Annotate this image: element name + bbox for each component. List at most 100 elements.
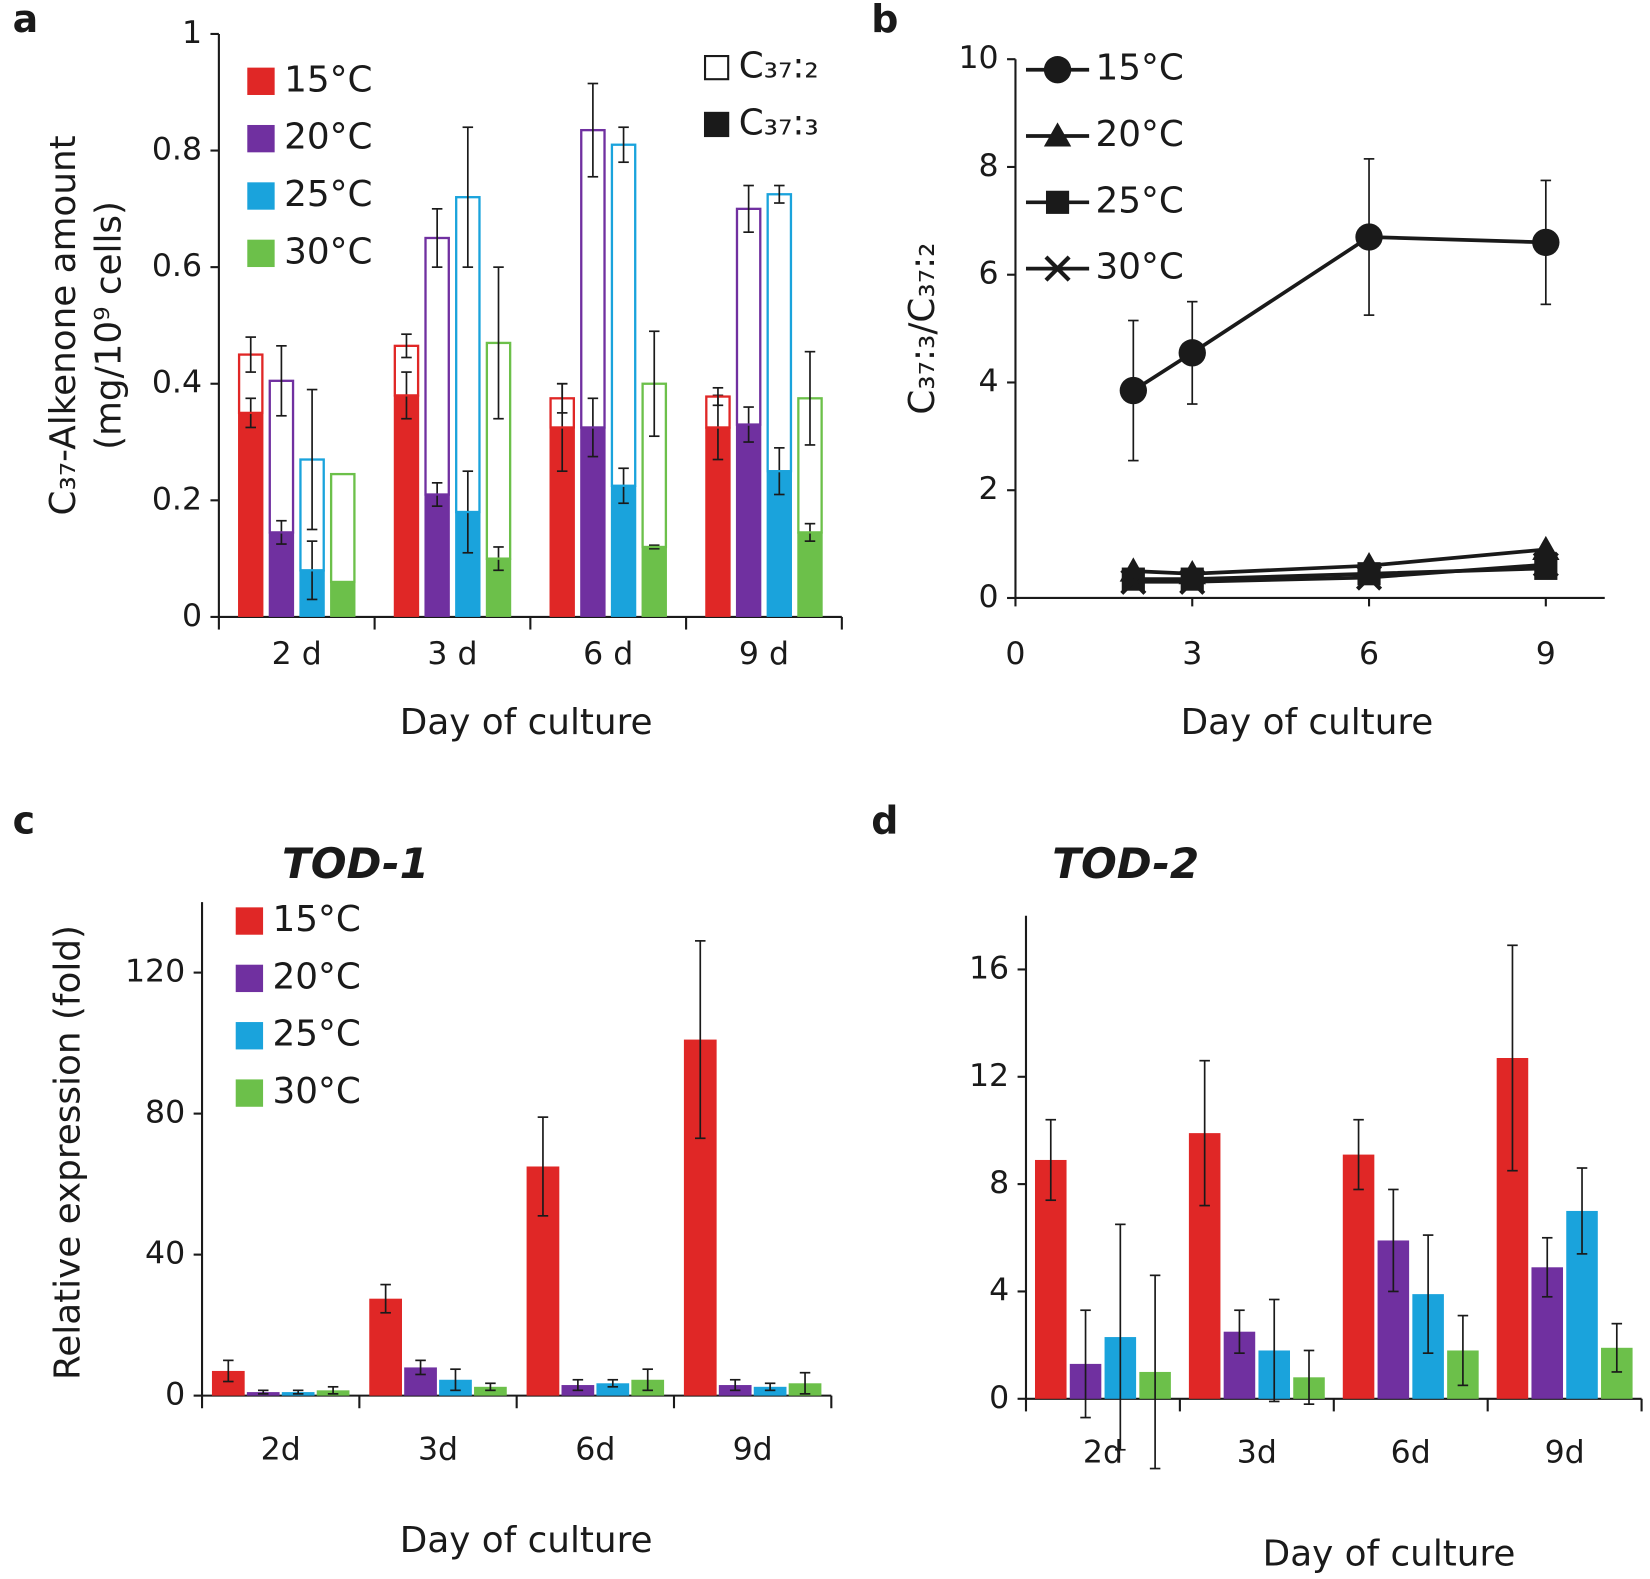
stack-legend-swatch	[703, 111, 730, 138]
legend-label: 25°C	[284, 174, 372, 215]
marker	[1178, 339, 1206, 367]
x-tick-label: 9	[1536, 636, 1556, 672]
marker	[1355, 223, 1383, 251]
x-tick-label: 3d	[1237, 1434, 1277, 1470]
bar-segment-filled	[735, 424, 762, 617]
legend-swatch	[235, 907, 264, 935]
y-axis-label: C₃₇-Alkenone amount	[43, 135, 84, 515]
y-tick-label: 0.8	[152, 132, 202, 168]
marker	[1357, 562, 1381, 586]
error-bar	[1303, 1349, 1315, 1405]
error-bar	[743, 184, 754, 234]
bar-segment-open	[610, 143, 637, 487]
error-bar	[462, 126, 474, 268]
x-axis-label: Day of culture	[400, 1520, 653, 1561]
bar	[753, 1386, 787, 1396]
error-bar	[1422, 1234, 1434, 1355]
y-tick-label: 6	[979, 256, 999, 292]
legend-label: 15°C	[273, 899, 361, 940]
bar-segment-open	[424, 236, 450, 496]
error-bar	[618, 126, 629, 164]
bar-segment-filled	[268, 532, 295, 617]
error-bar	[1268, 1298, 1280, 1403]
legend-label: 15°C	[284, 59, 372, 100]
error-bar	[1576, 1167, 1588, 1255]
error-bar	[1388, 1188, 1399, 1293]
x-tick-label: 2d	[1083, 1434, 1123, 1470]
x-axis-label: Day of culture	[1181, 702, 1434, 743]
bar-segment-filled	[610, 485, 637, 617]
marker	[1532, 551, 1559, 578]
marker	[1532, 228, 1560, 257]
legend-marker	[1043, 56, 1072, 84]
line	[1133, 562, 1546, 584]
bar-segment-filled	[424, 494, 450, 617]
x-tick-label: 2 d	[272, 636, 322, 672]
error-bar	[774, 184, 785, 204]
bar	[1342, 1154, 1375, 1399]
x-axis-label: Day of culture	[400, 702, 653, 743]
error-bar	[485, 1382, 496, 1392]
error-bar	[380, 1283, 391, 1314]
error-bar	[223, 1359, 234, 1383]
legend-label: 20°C	[273, 956, 361, 997]
bar-segment-filled	[393, 395, 420, 617]
y-tick-label: 120	[125, 954, 185, 990]
error-bar	[1149, 1274, 1161, 1470]
error-bar	[292, 1389, 304, 1395]
error-bar	[799, 1371, 811, 1395]
bar-segment-open	[735, 207, 762, 426]
y-tick-label: 80	[145, 1095, 185, 1131]
legend-swatch	[247, 239, 275, 268]
marker	[1119, 376, 1148, 405]
marker	[1532, 535, 1560, 561]
marker	[1179, 568, 1206, 595]
y-tick-label: 0	[165, 1377, 185, 1413]
y-tick-label: 1	[182, 15, 202, 51]
legend-swatch	[235, 964, 264, 993]
bar	[369, 1298, 402, 1396]
legend-marker	[1043, 122, 1072, 147]
legend-marker	[1045, 190, 1070, 214]
error-bar	[1080, 1309, 1091, 1419]
y-tick-label: 0	[979, 579, 999, 615]
legend-swatch	[247, 124, 275, 153]
y-tick-label: 4	[989, 1272, 1009, 1308]
line	[1133, 547, 1546, 576]
x-tick-label: 9d	[733, 1431, 773, 1467]
legend-swatch	[247, 67, 275, 95]
error-bar	[642, 1368, 653, 1392]
legend-label: 30°C	[273, 1071, 361, 1112]
x-tick-label: 2d	[261, 1431, 301, 1467]
x-tick-label: 0	[1005, 636, 1025, 672]
stack-legend-label: C₃₇:₂	[739, 46, 819, 87]
bar	[596, 1383, 630, 1396]
error-bar	[804, 350, 816, 446]
legend-label: 15°C	[1095, 48, 1183, 89]
y-tick-label: 10	[958, 40, 998, 76]
error-bar	[537, 1116, 549, 1217]
error-bar	[431, 208, 443, 268]
panel-label: c	[13, 799, 35, 843]
error-bar	[729, 1378, 741, 1392]
error-bar	[1353, 1118, 1364, 1191]
legend-label: 20°C	[1095, 114, 1183, 155]
error-bar	[1507, 944, 1518, 1172]
y-tick-label: 4	[979, 363, 999, 399]
bar-segment-filled	[641, 546, 667, 617]
x-tick-label: 3 d	[427, 636, 477, 672]
error-bar	[450, 1368, 461, 1392]
panel-label: d	[871, 799, 898, 843]
y-axis-label: Relative expression (fold)	[47, 925, 88, 1380]
bar	[474, 1386, 507, 1396]
bar-segment-filled	[580, 427, 606, 617]
error-bar	[1234, 1309, 1245, 1355]
x-axis-label: Day of culture	[1263, 1534, 1516, 1575]
error-bar	[1541, 1236, 1553, 1298]
y-tick-label: 0.4	[152, 365, 202, 401]
y-tick-label: 0.6	[152, 248, 202, 284]
y-tick-label: 0.2	[152, 481, 202, 517]
error-bar	[493, 266, 504, 420]
x-tick-label: 6	[1359, 636, 1379, 672]
